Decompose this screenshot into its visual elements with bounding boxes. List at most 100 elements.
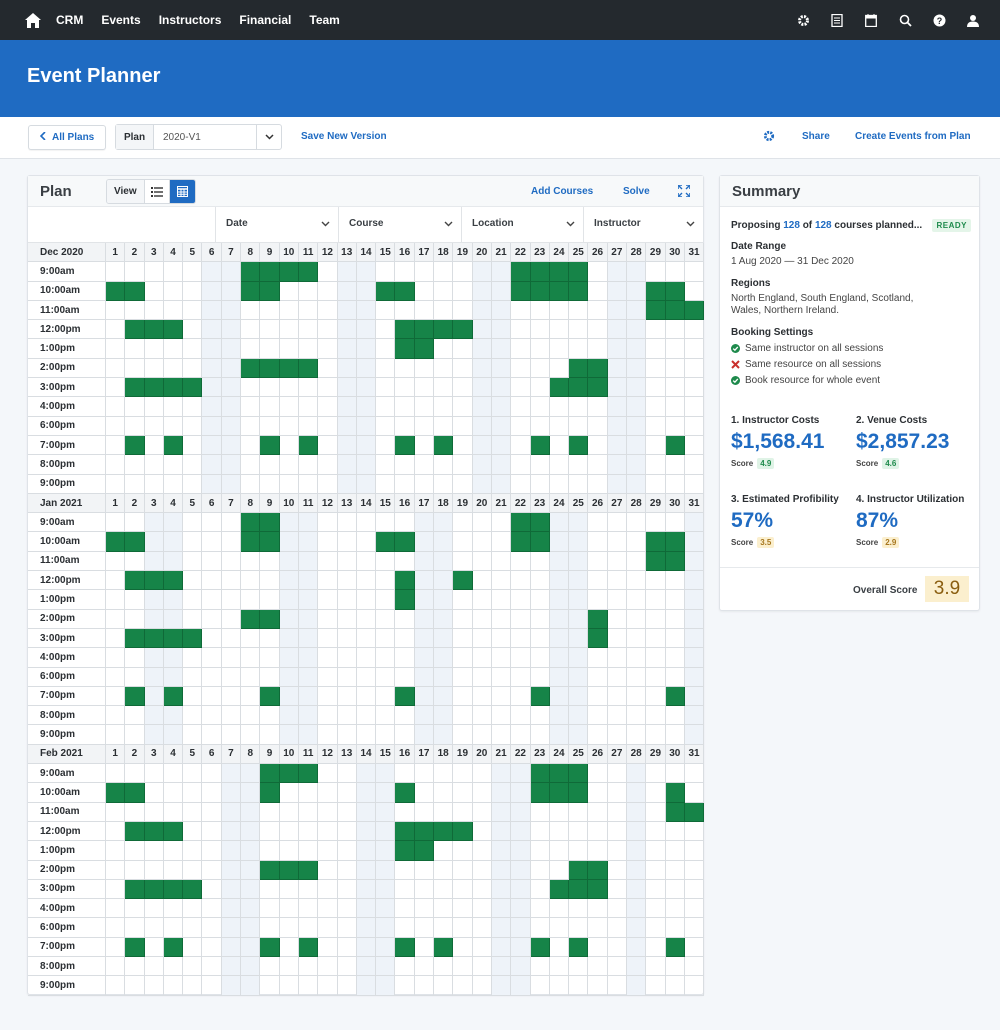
empty-slot[interactable] — [279, 378, 299, 398]
empty-slot[interactable] — [434, 956, 454, 977]
empty-slot[interactable] — [472, 358, 492, 379]
empty-slot[interactable] — [491, 802, 512, 822]
empty-slot[interactable] — [434, 628, 454, 649]
empty-slot[interactable] — [491, 976, 512, 996]
empty-slot[interactable] — [665, 455, 685, 475]
empty-slot[interactable] — [472, 764, 492, 784]
empty-slot[interactable] — [221, 416, 242, 436]
empty-slot[interactable] — [298, 339, 319, 359]
empty-slot[interactable] — [356, 378, 377, 398]
empty-slot[interactable] — [491, 860, 512, 880]
share-link[interactable]: Share — [802, 131, 830, 142]
booked-slot[interactable] — [453, 571, 473, 591]
empty-slot[interactable] — [684, 435, 705, 456]
booked-slot[interactable] — [569, 435, 589, 456]
empty-slot[interactable] — [395, 455, 415, 475]
empty-slot[interactable] — [434, 397, 454, 417]
empty-slot[interactable] — [511, 725, 531, 745]
empty-slot[interactable] — [202, 262, 222, 282]
filter-instructor[interactable]: Instructor — [583, 207, 703, 243]
empty-slot[interactable] — [144, 937, 164, 957]
empty-slot[interactable] — [356, 262, 377, 282]
booked-slot[interactable] — [106, 532, 126, 552]
empty-slot[interactable] — [491, 416, 512, 436]
empty-slot[interactable] — [472, 783, 492, 803]
user-icon[interactable] — [966, 13, 980, 27]
empty-slot[interactable] — [163, 706, 184, 726]
empty-slot[interactable] — [298, 879, 319, 900]
empty-slot[interactable] — [588, 455, 608, 475]
empty-slot[interactable] — [395, 416, 415, 436]
empty-slot[interactable] — [298, 686, 319, 707]
empty-slot[interactable] — [318, 532, 338, 552]
empty-slot[interactable] — [491, 532, 512, 552]
empty-slot[interactable] — [318, 435, 338, 456]
empty-slot[interactable] — [491, 300, 512, 321]
empty-slot[interactable] — [395, 956, 415, 977]
empty-slot[interactable] — [414, 513, 435, 533]
empty-slot[interactable] — [356, 686, 377, 707]
empty-slot[interactable] — [221, 281, 242, 301]
booked-slot[interactable] — [530, 513, 550, 533]
empty-slot[interactable] — [414, 899, 435, 919]
empty-slot[interactable] — [684, 590, 705, 610]
empty-slot[interactable] — [144, 551, 164, 572]
empty-slot[interactable] — [588, 706, 608, 726]
empty-slot[interactable] — [549, 841, 570, 861]
empty-slot[interactable] — [434, 860, 454, 880]
empty-slot[interactable] — [453, 455, 473, 475]
empty-slot[interactable] — [627, 783, 647, 803]
empty-slot[interactable] — [279, 976, 299, 996]
empty-slot[interactable] — [221, 571, 242, 591]
empty-slot[interactable] — [414, 956, 435, 977]
empty-slot[interactable] — [453, 841, 473, 861]
empty-slot[interactable] — [395, 802, 415, 822]
empty-slot[interactable] — [684, 551, 705, 572]
empty-slot[interactable] — [646, 937, 666, 957]
empty-slot[interactable] — [125, 841, 145, 861]
empty-slot[interactable] — [106, 956, 126, 977]
empty-slot[interactable] — [491, 628, 512, 649]
empty-slot[interactable] — [318, 686, 338, 707]
empty-slot[interactable] — [376, 455, 396, 475]
booked-slot[interactable] — [279, 262, 299, 282]
empty-slot[interactable] — [356, 455, 377, 475]
booked-slot[interactable] — [453, 320, 473, 340]
booked-slot[interactable] — [125, 783, 145, 803]
booked-slot[interactable] — [183, 879, 203, 900]
empty-slot[interactable] — [125, 609, 145, 629]
empty-slot[interactable] — [472, 648, 492, 668]
filter-date[interactable]: Date — [215, 207, 338, 243]
empty-slot[interactable] — [260, 378, 280, 398]
calendar-view-icon[interactable] — [169, 180, 195, 203]
empty-slot[interactable] — [183, 783, 203, 803]
booked-slot[interactable] — [646, 532, 666, 552]
booked-slot[interactable] — [163, 879, 184, 900]
empty-slot[interactable] — [434, 725, 454, 745]
empty-slot[interactable] — [684, 320, 705, 340]
empty-slot[interactable] — [183, 937, 203, 957]
empty-slot[interactable] — [298, 609, 319, 629]
empty-slot[interactable] — [318, 300, 338, 321]
empty-slot[interactable] — [221, 937, 242, 957]
booked-slot[interactable] — [569, 783, 589, 803]
empty-slot[interactable] — [530, 300, 550, 321]
empty-slot[interactable] — [298, 821, 319, 842]
empty-slot[interactable] — [202, 628, 222, 649]
empty-slot[interactable] — [318, 609, 338, 629]
empty-slot[interactable] — [472, 378, 492, 398]
empty-slot[interactable] — [356, 435, 377, 456]
empty-slot[interactable] — [569, 609, 589, 629]
empty-slot[interactable] — [588, 956, 608, 977]
booked-slot[interactable] — [125, 281, 145, 301]
empty-slot[interactable] — [337, 764, 357, 784]
empty-slot[interactable] — [665, 725, 685, 745]
empty-slot[interactable] — [588, 339, 608, 359]
empty-slot[interactable] — [607, 899, 628, 919]
empty-slot[interactable] — [530, 879, 550, 900]
booked-slot[interactable] — [163, 320, 184, 340]
empty-slot[interactable] — [356, 397, 377, 417]
empty-slot[interactable] — [125, 358, 145, 379]
booked-slot[interactable] — [163, 435, 184, 456]
empty-slot[interactable] — [569, 551, 589, 572]
